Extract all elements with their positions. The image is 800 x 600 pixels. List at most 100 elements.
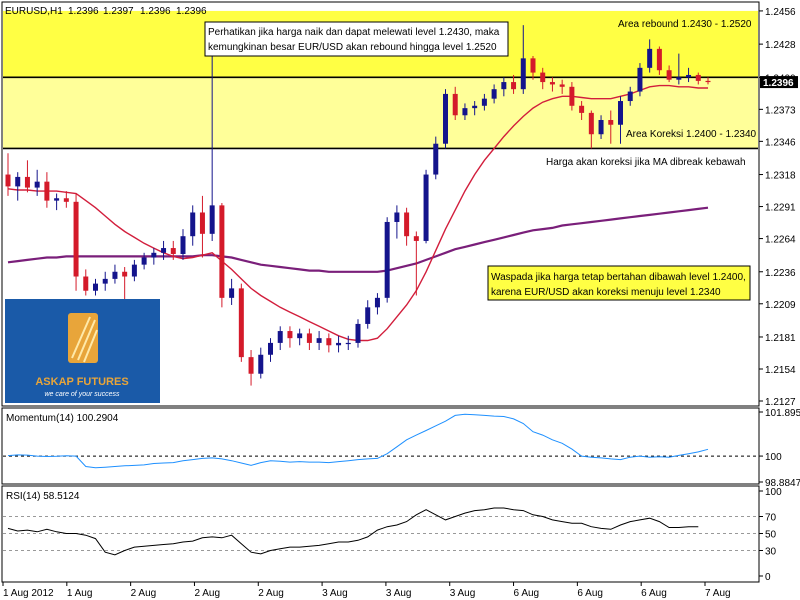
candle	[549, 77, 555, 92]
candle-body	[695, 74, 701, 81]
rsi-tick-label: 50	[765, 530, 777, 541]
time-tick-label: 2 Aug	[131, 588, 157, 599]
price-tick-label: 1.2346	[765, 137, 796, 148]
candle	[190, 205, 196, 246]
candle	[258, 347, 264, 379]
time-tick-label: 3 Aug	[450, 588, 476, 599]
candle-body	[705, 80, 711, 83]
candle	[579, 101, 585, 121]
candle-body	[608, 120, 614, 125]
candle	[618, 96, 623, 144]
candle	[209, 55, 215, 241]
candle-body	[666, 70, 672, 80]
price-tick-label: 1.2373	[765, 105, 796, 116]
candle	[141, 252, 147, 270]
price-tick-label: 1.2318	[765, 171, 796, 182]
candle-body	[277, 331, 283, 343]
candle	[268, 338, 273, 362]
time-axis: 1 Aug 2012 1 Aug 2 Aug 2 Aug 2 Aug 3 Aug 3 Aug…	[2, 582, 731, 599]
candle-body	[452, 93, 458, 116]
time-tick-label: 2 Aug	[258, 588, 284, 599]
koreksi-label: Area Koreksi 1.2400 - 1.2340	[626, 129, 757, 140]
candle	[297, 328, 303, 346]
candle	[93, 278, 98, 296]
candle	[73, 193, 79, 291]
candle	[520, 25, 526, 94]
candle	[413, 231, 419, 296]
candle-body	[511, 82, 517, 90]
candle	[676, 53, 682, 85]
price-tick-label: 1.2181	[765, 333, 796, 344]
candle-body	[297, 333, 303, 339]
candle-body	[131, 264, 137, 277]
time-tick-label: 3 Aug	[386, 588, 412, 599]
time-tick-label: 2 Aug	[194, 588, 220, 599]
logo-tagline: we care of your success	[44, 391, 120, 398]
candle-body	[472, 105, 478, 109]
candle-body	[579, 105, 585, 113]
candle-body	[24, 176, 30, 188]
candlesticks	[5, 25, 711, 386]
momentum-tick-label: 101.8955	[765, 408, 800, 419]
candle-body	[15, 176, 21, 187]
candle-body	[238, 288, 244, 358]
candle	[705, 77, 711, 85]
candle-body	[44, 181, 50, 201]
candle-body	[287, 331, 293, 339]
candle	[540, 67, 546, 90]
symbol-header: EURUSD,H1 1.2396 1.2397 1.2396 1.2396	[5, 6, 207, 17]
candle-body	[102, 278, 108, 284]
candle	[44, 172, 50, 208]
candle	[588, 110, 594, 149]
candle-body	[199, 212, 205, 234]
candle-body	[34, 181, 40, 188]
candle-body	[316, 338, 322, 343]
rsi-tick-label: 70	[765, 513, 777, 524]
candle-body	[501, 82, 507, 90]
candle-body	[54, 198, 60, 201]
price-tick-label: 1.2291	[765, 203, 796, 214]
candle-body	[141, 257, 147, 265]
annotation-top-note: Perhatikan jika harga naik dan dapat mel…	[204, 21, 509, 57]
candle-body	[93, 283, 98, 291]
candle-body	[63, 198, 69, 202]
ohlc-close: 1.2396	[176, 6, 207, 17]
momentum-label: Momentum(14) 100.2904	[6, 413, 119, 424]
logo-emblem-stripes	[71, 316, 98, 363]
candle	[34, 169, 40, 196]
candle	[452, 86, 458, 121]
candle	[384, 217, 390, 303]
candle	[170, 240, 176, 260]
candle-body	[588, 112, 594, 135]
candle-body	[686, 74, 692, 78]
candle-body	[306, 333, 312, 343]
candle-body	[248, 357, 254, 374]
candle-body	[443, 93, 448, 144]
candle	[530, 55, 536, 80]
candle	[462, 103, 468, 121]
rsi-tick-label: 0	[765, 572, 771, 583]
candle	[336, 335, 342, 353]
candle-body	[462, 108, 468, 116]
candle	[248, 350, 254, 386]
candle	[666, 65, 672, 83]
top-note-line-2: kemungkinan besar EUR/USD akan rebound h…	[208, 42, 497, 53]
candle-body	[530, 58, 536, 73]
candle-body	[151, 252, 157, 258]
candle-body	[219, 205, 225, 298]
ohlc-low: 1.2396	[140, 6, 171, 17]
candle	[404, 207, 410, 246]
candle-body	[627, 91, 633, 102]
zone-koreksi	[3, 77, 758, 149]
candle-body	[180, 236, 186, 254]
candle	[131, 259, 137, 282]
candle-body	[5, 174, 11, 187]
candle	[161, 240, 167, 260]
top-note-line-1: Perhatikan jika harga naik dan dapat mel…	[208, 27, 500, 38]
price-tick-label: 1.2127	[765, 397, 796, 408]
symbol-name: EURUSD,H1	[5, 6, 63, 17]
candle-body	[326, 338, 332, 346]
candle	[5, 153, 11, 196]
candle-body	[122, 271, 128, 277]
